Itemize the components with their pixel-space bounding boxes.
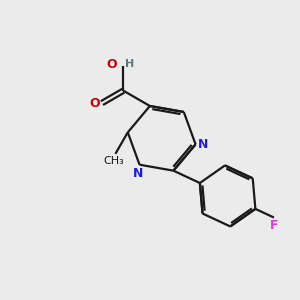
Text: F: F bbox=[270, 219, 278, 232]
Text: N: N bbox=[198, 138, 208, 151]
Text: O: O bbox=[89, 97, 100, 110]
Text: N: N bbox=[133, 167, 143, 180]
Text: H: H bbox=[125, 58, 134, 69]
Text: O: O bbox=[106, 58, 117, 71]
Text: CH₃: CH₃ bbox=[103, 156, 124, 166]
